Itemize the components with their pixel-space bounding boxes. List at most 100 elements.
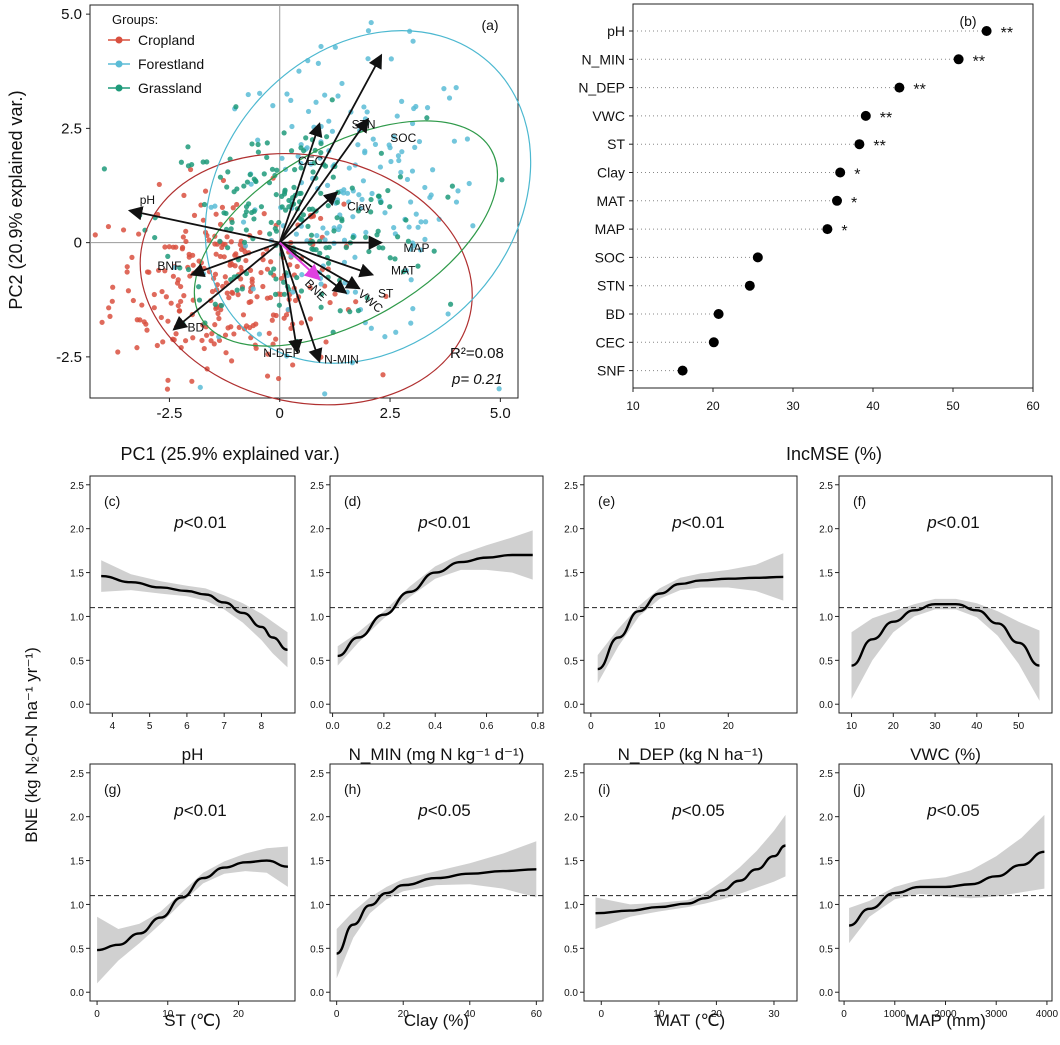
loading-arrow-n-min [278, 242, 323, 364]
y-tick-label: 0.5 [310, 944, 324, 955]
point-grassland [318, 150, 324, 156]
x-tick-label: 40 [971, 721, 983, 732]
point-grassland [368, 196, 374, 203]
point-grassland [196, 297, 203, 303]
point-cropland [226, 295, 232, 301]
point-forestland [424, 105, 431, 111]
point-grassland [241, 239, 248, 245]
y-tick-label: 1.5 [70, 857, 84, 868]
panel-label: (e) [598, 493, 615, 509]
point-cropland [273, 336, 279, 342]
loading-label-bd: BD [188, 321, 205, 335]
confidence-band [597, 553, 784, 684]
y-tick-label: 0.5 [819, 656, 833, 667]
point-cropland [164, 386, 171, 392]
legend-item-forestland: Forestland [138, 56, 204, 72]
point-grassland [177, 265, 183, 271]
point-grassland [225, 169, 231, 175]
y-tick-label: 1.5 [310, 569, 324, 580]
point-forestland [290, 289, 296, 295]
fitted-curve [101, 574, 288, 651]
point-cropland [332, 291, 338, 297]
point-grassland [196, 284, 202, 290]
importance-point [752, 252, 763, 263]
fitted-curve [97, 859, 288, 952]
point-grassland [424, 115, 430, 121]
point-cropland [190, 252, 196, 258]
point-forestland [394, 113, 400, 119]
point-forestland [416, 138, 423, 145]
shared-y-axis-label: BNE (kg N₂O-N ha⁻¹ yr⁻¹) [22, 647, 41, 843]
loading-arrow-clay [279, 191, 339, 244]
point-grassland [323, 134, 330, 140]
point-grassland [355, 308, 362, 314]
point-cropland [217, 253, 223, 260]
confidence-band [336, 841, 537, 979]
x-tick-label: 10 [654, 721, 666, 732]
point-cropland [166, 244, 172, 250]
point-grassland [267, 231, 273, 237]
y-tick-label: 0.0 [70, 988, 84, 999]
point-forestland [382, 334, 388, 340]
point-forestland [324, 182, 331, 188]
point-grassland [380, 245, 386, 251]
point-cropland [220, 177, 227, 184]
category-label-snf: SNF [597, 363, 625, 379]
y-tick-label: 2.5 [310, 769, 324, 780]
x-axis-label: ST (℃) [164, 1011, 221, 1030]
point-forestland [256, 331, 263, 337]
category-label-n_dep: N_DEP [578, 80, 625, 96]
y-tick-label: 2.0 [310, 813, 324, 824]
point-grassland [343, 244, 349, 251]
point-cropland [323, 339, 329, 345]
x-tick-label: 6 [184, 721, 190, 732]
importance-point [981, 26, 992, 36]
x-tick-label: 5.0 [490, 405, 511, 422]
point-cropland [212, 271, 219, 277]
point-cropland [292, 297, 299, 304]
point-cropland [134, 345, 140, 351]
x-axis-label: pH [182, 745, 204, 764]
x-tick-label: 8 [259, 721, 265, 732]
point-forestland [399, 149, 405, 155]
point-forestland [172, 264, 178, 270]
point-grassland [378, 199, 384, 206]
legend-swatch [115, 84, 123, 92]
point-forestland [295, 153, 301, 159]
point-grassland [318, 140, 324, 147]
panel-label: (i) [598, 781, 610, 797]
point-forestland [377, 164, 384, 170]
point-cropland [181, 293, 187, 299]
category-label-vwc: VWC [592, 108, 625, 124]
x-axis-label: MAP (mm) [905, 1011, 986, 1030]
point-grassland [269, 166, 276, 172]
point-cropland [268, 259, 274, 265]
point-cropland [222, 274, 228, 280]
point-cropland [237, 242, 243, 248]
point-forestland [408, 277, 414, 283]
point-forestland [368, 325, 374, 331]
point-grassland [101, 166, 107, 172]
y-tick-label: -2.5 [56, 349, 82, 366]
point-grassland [300, 212, 307, 218]
x-tick-label: 4 [110, 721, 116, 732]
category-label-mat: MAT [596, 193, 625, 209]
point-grassland [241, 183, 247, 189]
point-cropland [253, 321, 259, 327]
p-value-label: p<0.01 [417, 513, 470, 532]
panel-b-frame [632, 3, 1034, 389]
point-cropland [219, 204, 226, 210]
point-forestland [391, 134, 397, 140]
loading-label-n-min: N-MIN [324, 353, 359, 367]
point-cropland [221, 254, 227, 260]
point-grassland [499, 177, 505, 183]
point-cropland [213, 251, 219, 257]
p-value-label: p<0.05 [926, 801, 979, 820]
p-value-label: p<0.01 [173, 801, 226, 820]
point-forestland [355, 142, 361, 148]
point-forestland [496, 386, 502, 392]
point-cropland [265, 351, 271, 357]
point-forestland [382, 210, 388, 216]
panel-e: 0.0 0.5 1.0 1.5 2.0 2.5 0 10 20 (e) p<0.01 N_DEP (k… [564, 475, 798, 764]
stat-r2: R²=0.08 [450, 345, 504, 362]
